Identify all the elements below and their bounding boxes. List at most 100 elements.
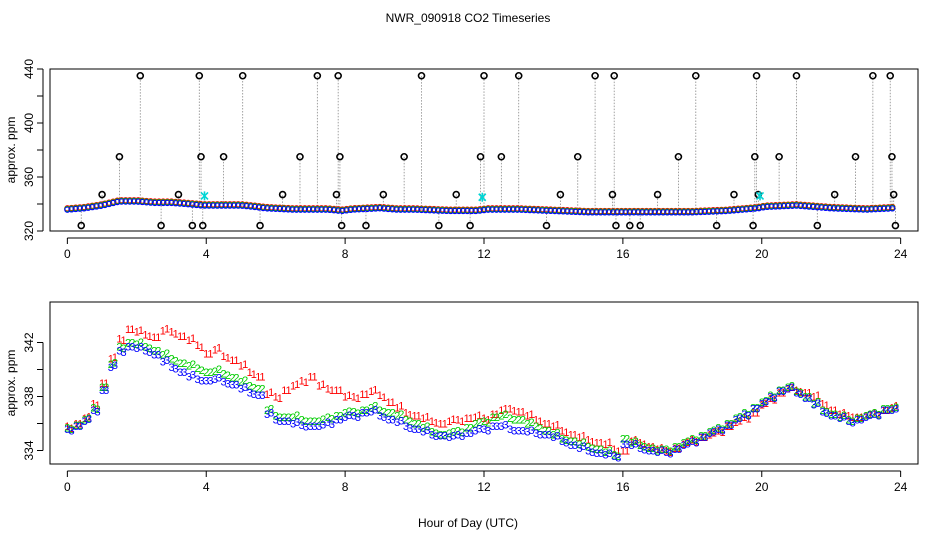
series-2-point: 2 — [772, 392, 778, 404]
series-2-point: 2 — [789, 380, 795, 392]
series-2-point: 2 — [346, 406, 352, 418]
series-3-point: 3 — [637, 443, 643, 455]
series-2-point: 2 — [520, 414, 526, 426]
series-3-point: 3 — [225, 378, 231, 390]
series-2-point: 2 — [225, 370, 231, 382]
outlier-point — [775, 152, 783, 161]
series-2-point: 2 — [615, 451, 621, 463]
series-2-point: 2 — [663, 444, 669, 456]
baseline-point-blue — [543, 207, 550, 214]
series-3-point: 3 — [854, 414, 860, 426]
outlier-point — [379, 190, 388, 199]
series-3-point: 3 — [181, 367, 187, 379]
series-1-point: 1 — [407, 409, 413, 421]
bottom-panel: 1111111111111111111111111111111111111111… — [4, 301, 919, 530]
baseline-point-blue — [435, 207, 442, 214]
outlier-point — [136, 71, 145, 80]
bottom-ylabel: approx. ppm — [4, 350, 18, 417]
baseline-point-blue — [418, 206, 425, 214]
series-2-point: 2 — [181, 358, 187, 370]
series-3-point: 3 — [316, 421, 322, 433]
baseline-point-blue — [809, 203, 817, 211]
series-1-point: 1 — [181, 331, 187, 343]
series-1-point: 1 — [789, 382, 795, 394]
series-3-point: 3 — [207, 375, 213, 387]
series-3-point: 3 — [568, 440, 574, 452]
outlier-point — [98, 190, 106, 199]
outlier-point — [889, 190, 898, 199]
baseline-point-blue — [201, 202, 209, 209]
series-2-point: 2 — [86, 413, 92, 425]
series-1-point: 1 — [750, 408, 756, 420]
series-2-point: 2 — [155, 346, 161, 358]
baseline-point-blue — [135, 198, 142, 205]
baseline-point-blue — [335, 207, 342, 214]
series-3-point: 3 — [390, 414, 396, 426]
series-2-point: 2 — [646, 443, 652, 455]
series-2-point: 2 — [698, 431, 704, 443]
series-1-point: 1 — [529, 409, 535, 421]
series-2-point: 2 — [576, 439, 582, 451]
series-3-point: 3 — [125, 342, 131, 354]
top-x-tick-label: 12 — [477, 247, 491, 261]
series-2-point: 2 — [672, 441, 678, 453]
series-1-point: 1 — [867, 409, 873, 421]
outlier-point — [674, 152, 683, 161]
series-1-point: 1 — [858, 412, 864, 424]
top-ylabel: approx. ppm — [4, 117, 18, 184]
baseline-point-blue — [239, 202, 246, 209]
series-3-point: 3 — [481, 424, 487, 436]
series-1-point: 1 — [342, 392, 348, 404]
series-3-point: 3 — [446, 432, 452, 444]
baseline-point-blue — [568, 208, 575, 215]
outlier-point — [653, 190, 662, 199]
series-1-point: 1 — [585, 435, 591, 447]
series-1-point: 1 — [763, 398, 769, 410]
series-1-point: 1 — [221, 351, 227, 363]
outlier-point — [188, 221, 197, 230]
series-3-point: 3 — [494, 421, 500, 433]
outlier-point — [608, 190, 617, 199]
series-2-point: 2 — [129, 338, 135, 350]
series-3-point: 3 — [715, 424, 721, 436]
baseline-point-blue — [530, 207, 538, 214]
series-2-point: 2 — [581, 437, 587, 449]
series-3-point: 3 — [563, 438, 569, 450]
series-2-point: 2 — [464, 423, 470, 435]
baseline-point-blue — [514, 206, 521, 213]
series-3-point: 3 — [73, 421, 79, 433]
baseline-point-blue — [118, 198, 125, 205]
series-1-point: 1 — [498, 405, 504, 417]
series-3-point: 3 — [776, 386, 782, 398]
series-1-point: 1 — [203, 348, 209, 360]
series-2-point: 2 — [273, 410, 279, 422]
series-1-point: 1 — [889, 402, 895, 414]
baseline-point-blue — [668, 209, 675, 216]
series-2: 2222222222222222222222222222222222222222… — [64, 337, 899, 463]
series-3-point: 3 — [572, 440, 578, 452]
series-1-point: 1 — [411, 410, 417, 422]
baseline-point-blue — [205, 202, 213, 209]
series-3-point: 3 — [711, 426, 717, 438]
series-2-point: 2 — [203, 367, 209, 379]
series-3-point: 3 — [893, 403, 899, 415]
series-1-point: 1 — [776, 387, 782, 399]
baseline-point-blue — [455, 207, 463, 215]
series-2-point: 2 — [498, 410, 504, 422]
series-2-point: 2 — [294, 410, 300, 422]
series-1-point: 1 — [377, 390, 383, 402]
series-3-point: 3 — [116, 346, 122, 358]
baseline-point-blue — [797, 202, 804, 210]
series-3-point: 3 — [377, 410, 383, 422]
series-3-point: 3 — [811, 400, 817, 412]
series-2-point: 2 — [416, 419, 422, 431]
series-3-point: 3 — [858, 414, 864, 426]
outlier-point — [792, 71, 801, 80]
baseline-point-blue — [422, 206, 429, 214]
series-3-point: 3 — [255, 390, 261, 402]
series-2-point: 2 — [325, 412, 331, 424]
series-1-point: 1 — [299, 375, 305, 387]
outlier-point — [334, 71, 342, 80]
series-1-point: 1 — [116, 333, 122, 345]
series-3-point: 3 — [876, 411, 882, 423]
